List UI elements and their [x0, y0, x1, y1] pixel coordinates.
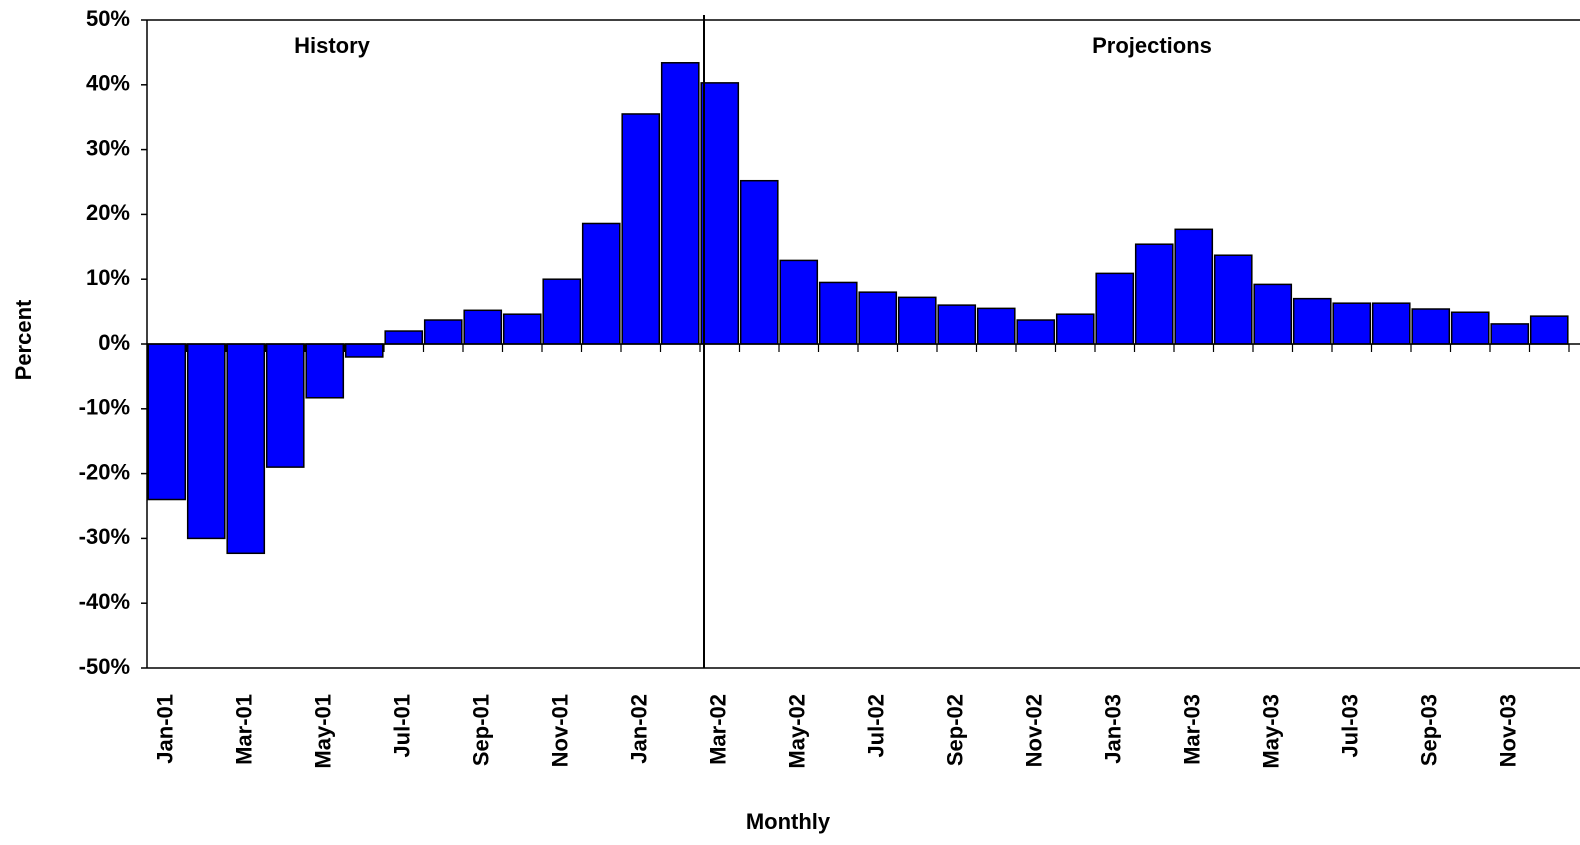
bar — [1529, 315, 1569, 345]
x-axis-title: Monthly — [746, 809, 831, 834]
bar — [1213, 254, 1253, 345]
bar — [423, 319, 463, 345]
bar — [344, 343, 384, 358]
bar — [1016, 319, 1056, 345]
bar — [1095, 272, 1135, 345]
x-tick-label: May-03 — [1259, 694, 1284, 769]
bar — [1174, 228, 1214, 345]
bar — [1332, 302, 1372, 345]
bar — [463, 309, 503, 345]
bar — [858, 291, 898, 345]
x-tick-label: Nov-02 — [1022, 694, 1047, 767]
y-tick-label: 20% — [86, 200, 130, 225]
x-tick-label: May-02 — [785, 694, 810, 769]
x-tick-label: Jan-02 — [627, 694, 652, 764]
y-tick-label: 50% — [86, 6, 130, 31]
bar — [779, 259, 819, 345]
bar — [1292, 297, 1332, 345]
y-tick-label: 30% — [86, 135, 130, 160]
bar — [1055, 313, 1095, 345]
bar — [1450, 311, 1490, 345]
x-tick-label: Sep-02 — [943, 694, 968, 766]
bar — [897, 296, 937, 345]
x-tick-label: May-01 — [311, 694, 336, 769]
bar — [384, 330, 424, 345]
bar — [226, 343, 266, 555]
bar — [1134, 243, 1174, 345]
bar — [186, 343, 226, 540]
bar — [937, 304, 977, 345]
x-tick-label: Sep-03 — [1417, 694, 1442, 766]
x-tick-label: Sep-01 — [469, 694, 494, 766]
y-tick-label: -30% — [79, 524, 130, 549]
bar — [305, 343, 345, 399]
x-tick-label: Jan-01 — [153, 694, 178, 764]
bar — [1371, 302, 1411, 345]
x-tick-label: Nov-01 — [548, 694, 573, 767]
bar — [265, 343, 305, 468]
bar — [818, 281, 858, 345]
bar — [660, 62, 700, 345]
bar — [147, 343, 187, 501]
bar — [1411, 308, 1451, 345]
annotation: Projections — [1092, 33, 1212, 58]
bar — [700, 82, 740, 345]
y-axis-title: Percent — [11, 299, 36, 380]
bar — [1490, 323, 1530, 345]
bar — [542, 278, 582, 345]
bar — [1253, 283, 1293, 345]
y-tick-label: -10% — [79, 395, 130, 420]
y-tick-label: 0% — [98, 330, 130, 355]
bar — [739, 179, 779, 345]
bar — [621, 113, 661, 345]
x-tick-label: Mar-02 — [706, 694, 731, 765]
x-tick-label: Jul-03 — [1338, 694, 1363, 758]
x-tick-label: Jul-02 — [864, 694, 889, 758]
x-tick-label: Jan-03 — [1101, 694, 1126, 764]
bar — [502, 313, 542, 345]
y-tick-label: -40% — [79, 589, 130, 614]
x-tick-label: Nov-03 — [1496, 694, 1521, 767]
x-tick-label: Mar-01 — [232, 694, 257, 765]
bar — [581, 222, 621, 345]
y-tick-label: 40% — [86, 71, 130, 96]
y-tick-label: -20% — [79, 459, 130, 484]
x-tick-label: Jul-01 — [390, 694, 415, 758]
y-tick-label: 10% — [86, 265, 130, 290]
bar — [976, 307, 1016, 345]
annotation: History — [294, 33, 371, 58]
x-tick-label: Mar-03 — [1180, 694, 1205, 765]
y-tick-label: -50% — [79, 654, 130, 679]
